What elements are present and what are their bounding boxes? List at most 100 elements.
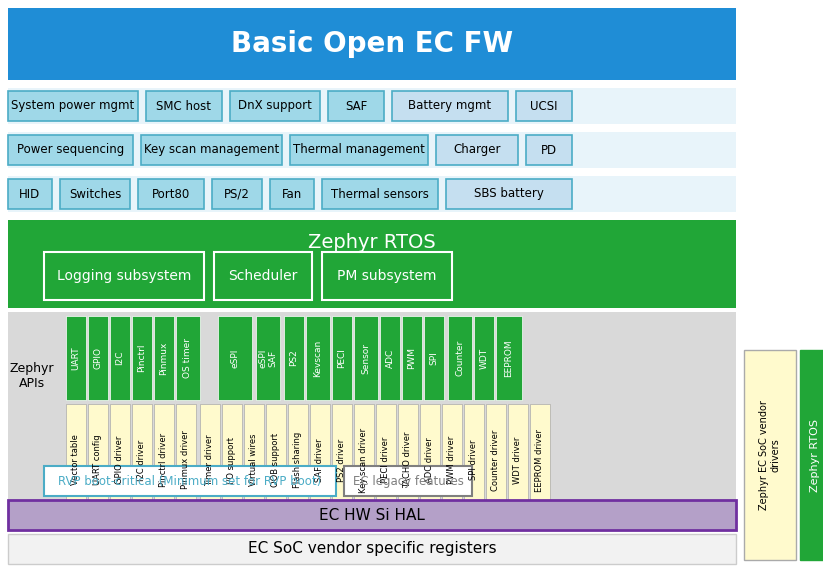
Bar: [332, 316, 352, 400]
Text: WDT: WDT: [480, 347, 489, 368]
Text: Counter: Counter: [455, 340, 464, 376]
Bar: [44, 466, 336, 496]
Bar: [344, 466, 472, 496]
Bar: [88, 404, 108, 516]
Bar: [176, 316, 200, 400]
Bar: [306, 316, 330, 400]
Bar: [284, 316, 304, 400]
Bar: [8, 220, 736, 308]
Bar: [176, 404, 196, 516]
Text: GPIO: GPIO: [94, 347, 103, 369]
Text: Zephyr RTOS: Zephyr RTOS: [308, 232, 436, 251]
Text: WDT driver: WDT driver: [514, 436, 523, 484]
Text: PECI driver: PECI driver: [382, 437, 390, 483]
Text: SAF driver: SAF driver: [315, 438, 324, 482]
Bar: [290, 135, 428, 165]
Bar: [420, 404, 440, 516]
Text: GPIO driver: GPIO driver: [115, 436, 124, 484]
Bar: [526, 135, 572, 165]
Text: Switches: Switches: [69, 187, 121, 201]
Bar: [138, 179, 204, 209]
Bar: [44, 252, 204, 300]
Bar: [392, 91, 508, 121]
Text: System power mgmt: System power mgmt: [12, 100, 135, 112]
Text: UART: UART: [72, 346, 81, 370]
Text: SPI: SPI: [430, 351, 439, 365]
Bar: [354, 404, 374, 516]
Text: OOB support: OOB support: [272, 433, 281, 487]
Bar: [464, 404, 484, 516]
Text: PS2: PS2: [290, 350, 299, 367]
Text: Pinctrl: Pinctrl: [137, 344, 146, 372]
Text: Battery mgmt: Battery mgmt: [408, 100, 491, 112]
Bar: [154, 404, 174, 516]
Bar: [508, 404, 528, 516]
Bar: [214, 252, 312, 300]
Bar: [402, 316, 422, 400]
Text: Port80: Port80: [152, 187, 190, 201]
Bar: [154, 316, 174, 400]
Bar: [132, 404, 152, 516]
Text: DnX support: DnX support: [238, 100, 312, 112]
Text: Basic Open EC FW: Basic Open EC FW: [231, 30, 513, 58]
Bar: [8, 8, 736, 80]
Text: PECI: PECI: [337, 348, 346, 368]
Bar: [442, 404, 462, 516]
Bar: [141, 135, 282, 165]
Text: SMC host: SMC host: [156, 100, 212, 112]
Bar: [530, 404, 550, 516]
Text: PD: PD: [541, 144, 557, 157]
Bar: [380, 316, 400, 400]
Text: Pinctrl driver: Pinctrl driver: [160, 433, 169, 487]
Bar: [230, 91, 320, 121]
Text: Flash sharing: Flash sharing: [294, 432, 303, 488]
Text: EEPROM driver: EEPROM driver: [536, 428, 545, 492]
Bar: [398, 404, 418, 516]
Bar: [516, 91, 572, 121]
Text: Charger: Charger: [453, 144, 500, 157]
Text: EC SoC vendor specific registers: EC SoC vendor specific registers: [248, 541, 496, 556]
Bar: [146, 91, 222, 121]
Text: SBS battery: SBS battery: [474, 187, 544, 201]
Text: Scheduler: Scheduler: [228, 269, 298, 283]
Text: EC HW Si HAL: EC HW Si HAL: [319, 508, 425, 523]
Text: I/O support: I/O support: [227, 436, 236, 484]
Text: Fan: Fan: [281, 187, 302, 201]
Bar: [8, 534, 736, 564]
Bar: [800, 350, 823, 560]
Text: I2C driver: I2C driver: [137, 439, 146, 481]
Bar: [8, 91, 138, 121]
Text: TACHO driver: TACHO driver: [403, 432, 412, 488]
Text: eSPI: eSPI: [230, 348, 239, 368]
Text: Zephyr EC SoC vendor
drivers: Zephyr EC SoC vendor drivers: [759, 400, 781, 510]
Bar: [200, 404, 220, 516]
Bar: [244, 404, 264, 516]
Bar: [212, 179, 262, 209]
Text: UART config: UART config: [94, 435, 103, 485]
Text: HID: HID: [20, 187, 40, 201]
Bar: [744, 350, 796, 560]
Text: EEPROM: EEPROM: [504, 339, 514, 377]
Bar: [474, 316, 494, 400]
Text: Pinmux driver: Pinmux driver: [182, 431, 190, 489]
Bar: [376, 404, 396, 516]
Text: UCSI: UCSI: [530, 100, 558, 112]
Bar: [66, 316, 86, 400]
Bar: [60, 179, 130, 209]
Text: PS/2: PS/2: [224, 187, 250, 201]
Bar: [486, 404, 506, 516]
Text: Logging subsystem: Logging subsystem: [57, 269, 191, 283]
Bar: [8, 500, 736, 530]
Text: I2C: I2C: [115, 351, 124, 365]
Text: Zephyr
APIs: Zephyr APIs: [10, 362, 54, 390]
Text: PWM driver: PWM driver: [448, 436, 457, 484]
Text: eSPI
SAF: eSPI SAF: [258, 348, 277, 368]
Text: Thermal sensors: Thermal sensors: [331, 187, 429, 201]
Text: Vector table: Vector table: [72, 435, 81, 485]
Bar: [322, 179, 438, 209]
Bar: [8, 176, 736, 212]
Text: PM subsystem: PM subsystem: [337, 269, 437, 283]
Text: PWM: PWM: [407, 347, 416, 369]
Text: Power sequencing: Power sequencing: [17, 144, 124, 157]
Bar: [322, 252, 452, 300]
